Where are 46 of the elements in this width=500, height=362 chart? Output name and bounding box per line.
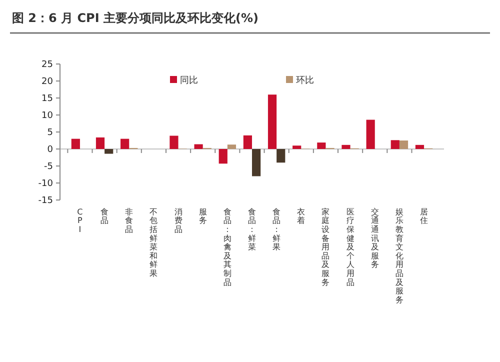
- bar: [96, 137, 105, 149]
- bar: [120, 138, 130, 149]
- y-tick-label: 20: [42, 77, 54, 88]
- legend-label: 同比: [180, 75, 198, 86]
- y-tick-label: -15: [38, 196, 53, 206]
- bar: [415, 144, 424, 149]
- bar: [390, 140, 400, 149]
- x-tick-label: 交通通讯及服务: [370, 207, 379, 270]
- category-label: 娱乐教育文化用品及服务: [395, 207, 404, 304]
- y-tick-label: -5: [44, 162, 53, 172]
- bar: [104, 149, 114, 154]
- x-tick-label: 消费品: [174, 207, 182, 234]
- bar: [366, 120, 375, 149]
- legend-label: 环比: [296, 75, 314, 86]
- bar: [268, 94, 277, 149]
- x-tick-label: 非食品: [125, 207, 134, 234]
- y-tick-label: 15: [42, 94, 53, 104]
- x-tick-label: 居住: [420, 207, 428, 226]
- x-tick-label: CPI: [77, 207, 84, 234]
- bar: [170, 136, 178, 149]
- bar: [227, 144, 236, 149]
- category-label: 医疗保健及个人用品: [346, 207, 354, 287]
- x-tick-label: 衣着: [297, 207, 306, 226]
- x-tick-label: 食品:鲜菜: [248, 207, 256, 252]
- bar: [342, 144, 350, 149]
- bar: [317, 142, 326, 149]
- bar: [276, 149, 286, 163]
- y-tick-label: 25: [42, 60, 53, 70]
- x-tick-label: 食品:鲜果: [272, 207, 281, 252]
- bar: [399, 140, 408, 149]
- bar: [292, 146, 302, 149]
- category-label: 家庭设备用品及服务: [322, 207, 330, 287]
- x-tick-label: 不包括鲜菜和鲜果: [150, 207, 158, 278]
- y-tick-label: -10: [38, 179, 54, 190]
- bar: [194, 144, 203, 149]
- bar: [218, 149, 228, 164]
- bar: [252, 149, 261, 176]
- bar: [243, 135, 252, 149]
- y-tick-label: 0: [47, 145, 54, 156]
- category-label: 食品:肉禽及其制品: [223, 207, 232, 287]
- y-tick-label: 10: [42, 111, 54, 122]
- chart-title: 图 2：6 月 CPI 主要分项同比及环比变化(%): [12, 11, 258, 25]
- x-tick-label: 服务: [198, 207, 207, 226]
- bar: [71, 138, 80, 149]
- y-tick-label: 5: [47, 128, 53, 138]
- x-tick-label: 食品: [100, 207, 109, 226]
